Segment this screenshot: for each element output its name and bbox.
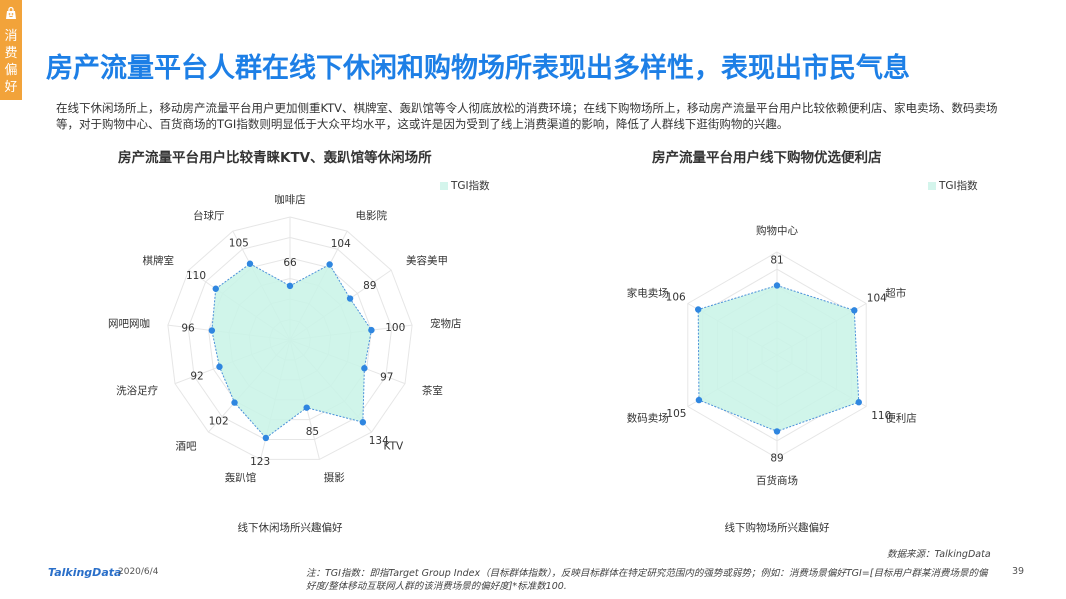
data-label-3: 89 (363, 280, 376, 292)
data-point-4 (368, 326, 375, 334)
chart-xlabel: 线下休闲场所兴趣偏好 (238, 521, 343, 534)
shopping-bag-icon (6, 6, 16, 19)
chart-2-title: 房产流量平台用户线下购物优选便利店 (652, 150, 882, 166)
data-point-10 (216, 363, 223, 370)
footer-date: 2020/6/4 (118, 567, 159, 577)
legend-swatch (928, 182, 936, 190)
data-label-9: 102 (209, 416, 229, 428)
data-label-5: 97 (380, 372, 393, 384)
page-title: 房产流量平台人群在线下休闲和购物场所表现出多样性，表现出市民气息 (46, 53, 910, 84)
axis-label-5: 数码卖场 (627, 412, 669, 425)
data-point-2 (326, 261, 333, 268)
legend-label: TGI指数 (451, 180, 490, 192)
data-label-6: 134 (369, 435, 389, 447)
axis-label-8: 轰趴馆 (225, 471, 257, 484)
axis-label-3: 美容美甲 (406, 254, 448, 267)
data-point-11 (208, 327, 216, 334)
axis-label-1: 咖啡店 (274, 193, 306, 206)
data-label-7: 85 (306, 426, 319, 438)
data-point-7 (303, 404, 310, 411)
axis-label-5: 茶室 (422, 384, 443, 397)
axis-label-9: 酒吧 (175, 440, 196, 453)
chart-1-title: 房产流量平台用户比较青睐KTV、轰趴馆等休闲场所 (118, 150, 432, 166)
side-section-tab: 消费偏好 (0, 0, 22, 100)
axis-label-13: 台球厅 (193, 209, 225, 222)
axis-label-6: KTV (384, 441, 404, 453)
talkingdata-logo: TalkingData (48, 566, 122, 579)
data-point-13 (246, 260, 254, 267)
data-label-2: 104 (867, 292, 887, 304)
axis-label-12: 棋牌室 (142, 254, 174, 267)
data-point-4 (773, 428, 781, 435)
data-label-4: 100 (385, 322, 405, 334)
data-label-1: 66 (283, 257, 297, 269)
side-tab-label: 消费偏好 (4, 29, 18, 95)
axis-label-10: 洗浴足疗 (116, 384, 158, 397)
chart-2-legend: TGI指数 (928, 178, 978, 193)
chart-xlabel: 线下购物场所兴趣偏好 (725, 521, 830, 534)
axis-label-11: 网吧网咖 (108, 318, 150, 330)
data-label-13: 105 (229, 238, 249, 250)
data-label-6: 106 (666, 292, 686, 304)
axis-label-7: 摄影 (324, 471, 345, 484)
axis-label-1: 购物中心 (756, 224, 798, 237)
data-label-2: 104 (331, 238, 351, 250)
data-label-4: 89 (770, 452, 783, 464)
data-label-1: 81 (770, 254, 783, 266)
data-point-1 (286, 282, 294, 290)
chart-1-legend: TGI指数 (440, 178, 490, 193)
axis-label-4: 百货商场 (756, 474, 798, 487)
axis-label-2: 超市 (885, 287, 906, 300)
data-point-6 (359, 419, 367, 426)
data-label-12: 110 (186, 270, 206, 282)
data-label-8: 123 (250, 456, 270, 468)
data-point-9 (231, 399, 238, 406)
page-number: 39 (1012, 566, 1025, 577)
data-source: 数据来源：TalkingData (887, 549, 991, 560)
data-label-11: 96 (181, 323, 195, 335)
footnote: 注：TGI指数：即指Target Group Index（目标群体指数），反映目… (306, 568, 988, 592)
axis-label-2: 电影院 (356, 209, 388, 222)
data-point-12 (212, 285, 219, 292)
data-point-3 (855, 399, 862, 406)
data-point-5 (361, 365, 368, 372)
data-point-1 (773, 282, 781, 289)
legend-label: TGI指数 (939, 180, 978, 192)
data-point-6 (695, 306, 702, 313)
data-point-8 (262, 434, 270, 442)
intro-paragraph: 在线下休闲场所上，移动房产流量平台用户更加侧重KTV、棋牌室、轰趴馆等令人彻底放… (56, 101, 998, 131)
data-label-10: 92 (190, 370, 203, 382)
legend-swatch (440, 182, 448, 190)
data-point-5 (695, 396, 703, 404)
grid-ring (167, 216, 413, 460)
data-area (211, 263, 372, 439)
axis-label-3: 便利店 (885, 412, 917, 425)
grid-ring (187, 236, 393, 441)
data-label-5: 105 (666, 408, 686, 420)
data-label-3: 110 (871, 410, 891, 422)
data-point-2 (851, 307, 858, 314)
data-point-3 (346, 295, 354, 302)
axis-label-4: 宠物店 (430, 317, 462, 330)
axis-label-6: 家电卖场 (627, 287, 669, 300)
data-area (697, 284, 860, 432)
